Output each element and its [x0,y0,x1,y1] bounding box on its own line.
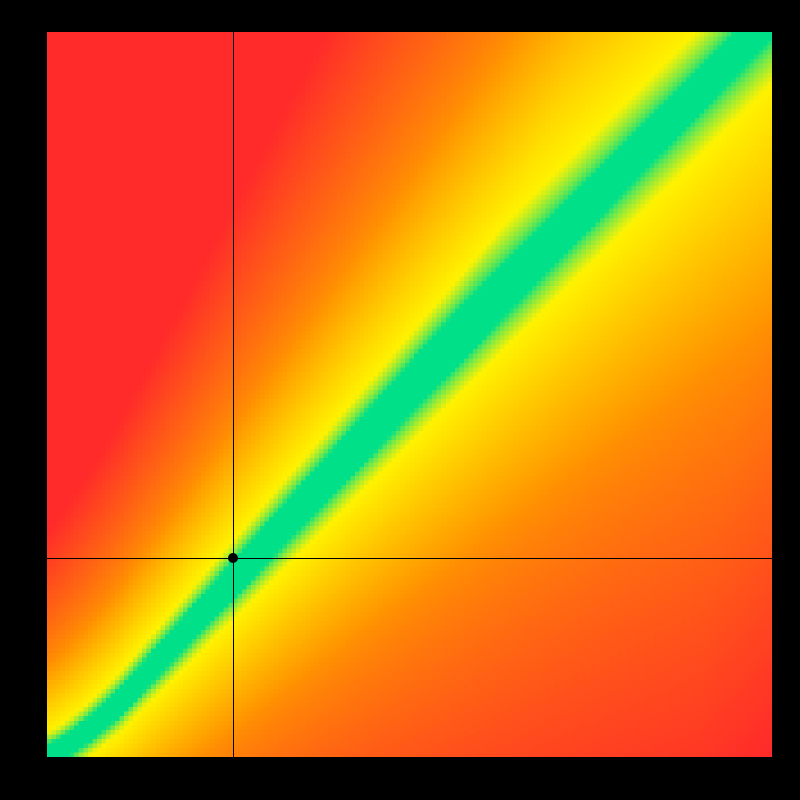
plot-area [47,32,772,757]
gradient-heatmap [47,32,772,757]
data-point-marker [228,553,238,563]
crosshair-horizontal [47,558,772,559]
crosshair-vertical [233,32,234,757]
